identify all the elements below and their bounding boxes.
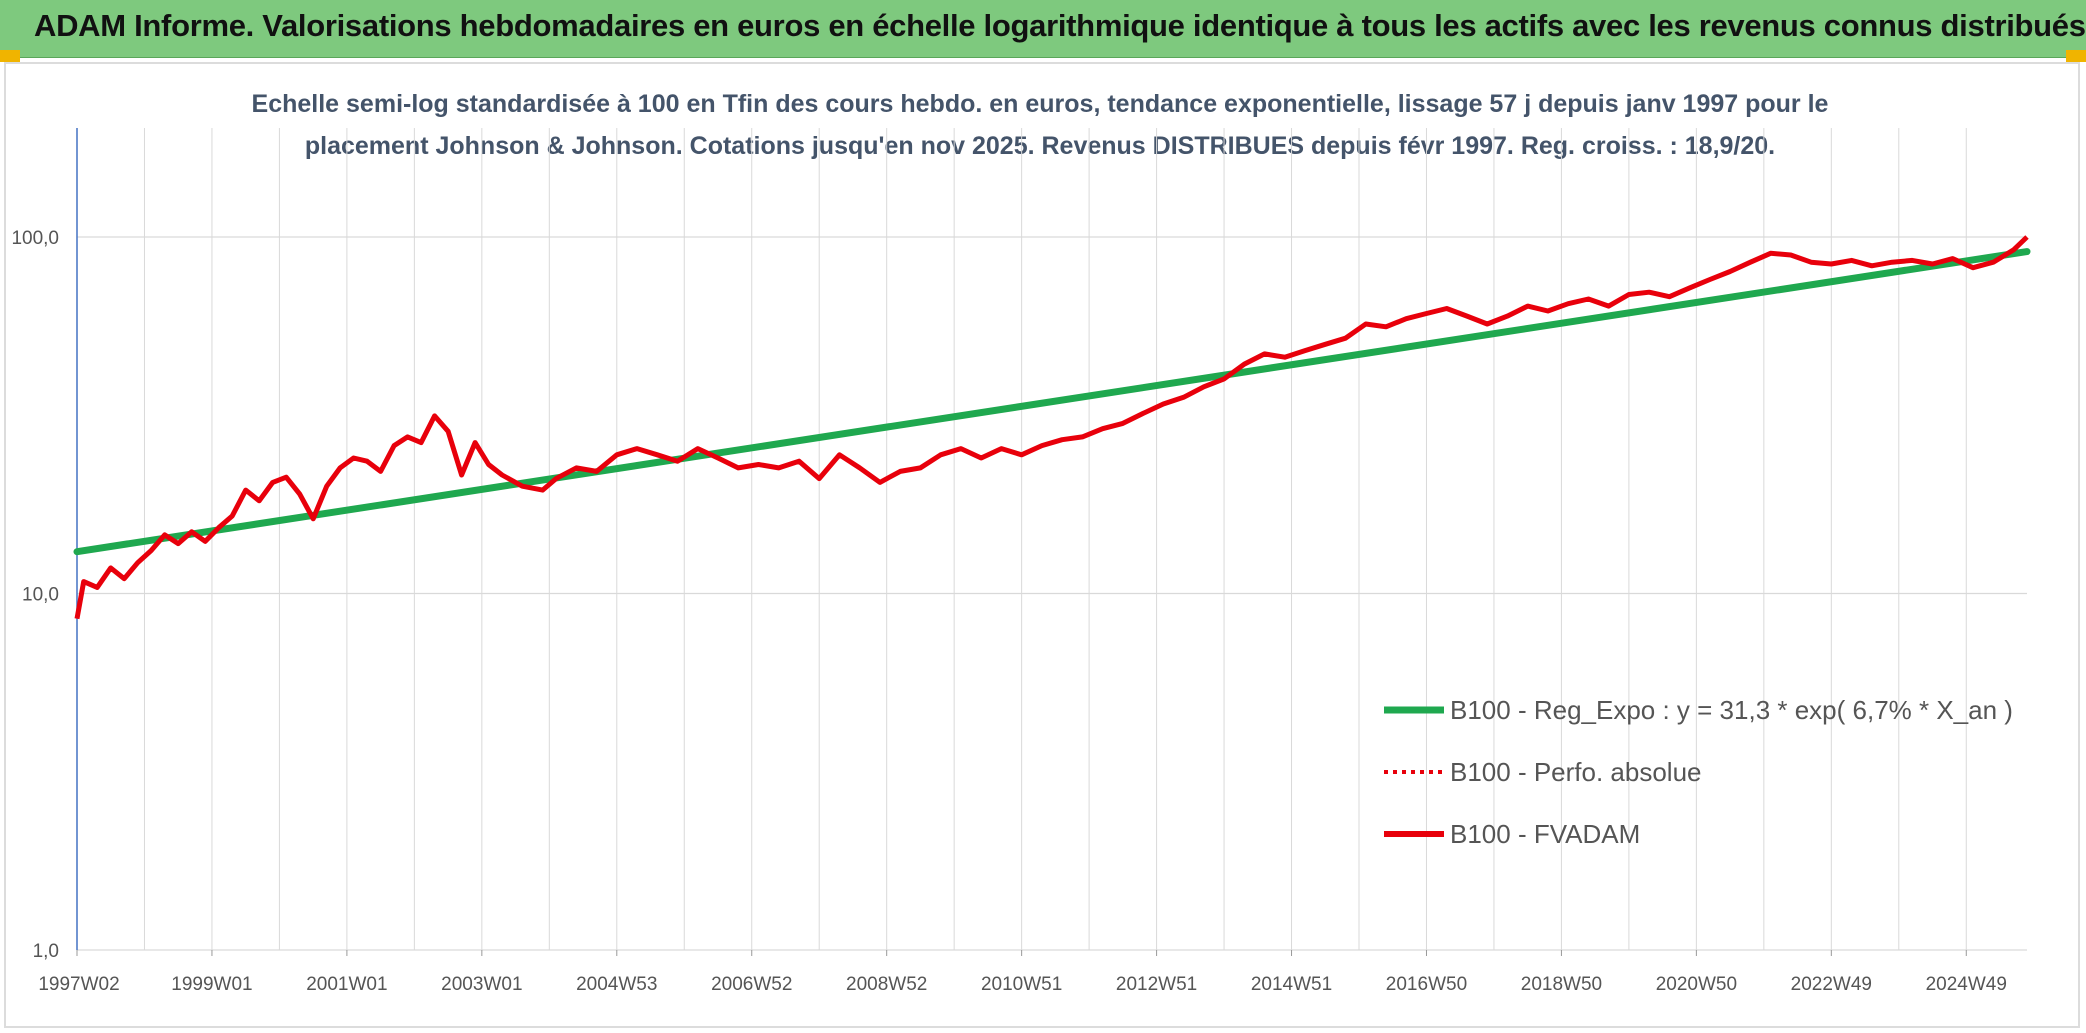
x-tick-label: 2006W52 <box>711 974 792 995</box>
y-tick-label: 100,0 <box>11 228 59 249</box>
legend-label: B100 - FVADAM <box>1450 819 1640 849</box>
x-tick-label: 2001W01 <box>306 974 387 995</box>
x-tick-label: 2004W53 <box>576 974 657 995</box>
x-tick-label: 2008W52 <box>846 974 927 995</box>
x-tick-label: 1999W01 <box>171 974 252 995</box>
chart-frame <box>4 62 2080 1028</box>
chart-title-line-2: placement Johnson & Johnson. Cotations j… <box>304 132 1776 160</box>
series-line-reg-expo <box>73 248 2031 556</box>
x-tick-label: 2022W49 <box>1791 974 1872 995</box>
x-tick-label: 2010W51 <box>981 974 1062 995</box>
x-tick-label: 2014W51 <box>1251 974 1332 995</box>
x-tick-label: 2003W01 <box>441 974 522 995</box>
corner-marker-right <box>2066 50 2086 62</box>
x-tick-label: 2024W49 <box>1926 974 2007 995</box>
x-tick-label: 2018W50 <box>1521 974 1602 995</box>
legend-label: B100 - Reg_Expo : y = 31,3 * exp( 6,7% *… <box>1450 695 2013 725</box>
y-tick-label: 1,0 <box>33 941 59 962</box>
report-header: ADAM Informe. Valorisations hebdomadaire… <box>0 0 2086 58</box>
x-tick-label: 1997W02 <box>38 974 119 995</box>
y-tick-label: 10,0 <box>22 585 59 606</box>
chart-title-line-1: Echelle semi-log standardisée à 100 en T… <box>251 90 1829 118</box>
corner-marker-left <box>0 50 20 62</box>
series-line-fvadam <box>74 235 2029 620</box>
x-tick-label: 2016W50 <box>1386 974 1467 995</box>
x-tick-label: 2012W51 <box>1116 974 1197 995</box>
x-tick-label: 2020W50 <box>1656 974 1737 995</box>
report-title: ADAM Informe. Valorisations hebdomadaire… <box>34 8 2086 43</box>
legend-label: B100 - Perfo. absolue <box>1450 757 1702 787</box>
